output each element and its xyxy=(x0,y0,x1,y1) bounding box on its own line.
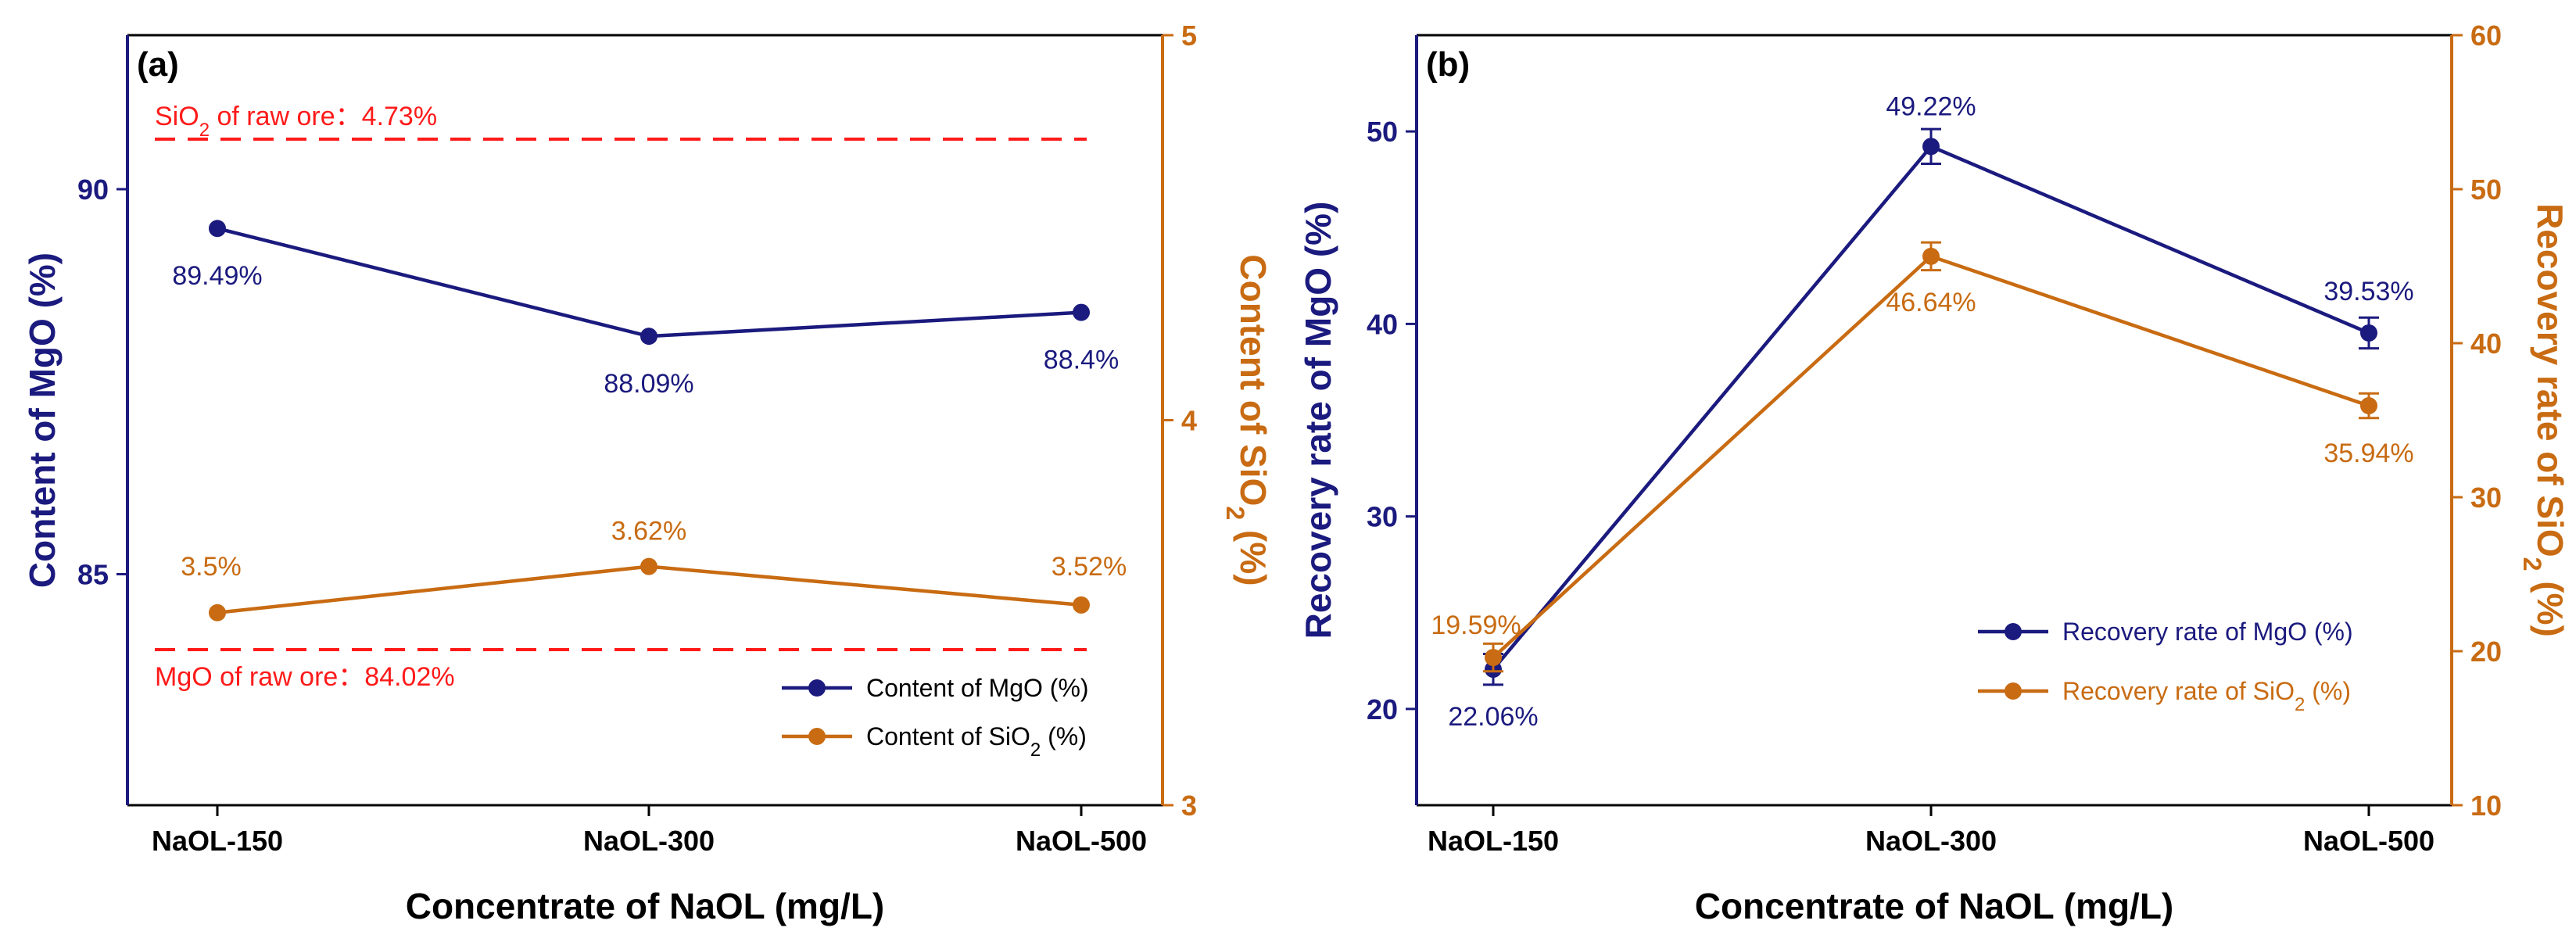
x-tick-label: NaOL-300 xyxy=(583,825,715,857)
reference-line-label: SiO2 of raw ore：4.73% xyxy=(155,102,437,141)
data-point xyxy=(1073,303,1090,321)
left-y-axis-title: Content of MgO (%) xyxy=(22,253,63,588)
data-label: 3.52% xyxy=(1052,552,1127,582)
panel-label: (a) xyxy=(137,45,179,84)
data-point xyxy=(1922,138,1940,156)
panel-label: (b) xyxy=(1426,45,1470,84)
left-y-tick-label: 85 xyxy=(77,559,109,591)
x-tick-label: NaOL-150 xyxy=(152,825,283,857)
data-label: 3.62% xyxy=(611,517,686,546)
right-y-tick-label: 3 xyxy=(1181,790,1197,822)
legend-marker xyxy=(2005,682,2022,700)
right-y-tick-label: 10 xyxy=(2470,790,2502,822)
legend-entry-sio2: Recovery rate of SiO2 (%) xyxy=(2062,677,2351,715)
data-label: 19.59% xyxy=(1431,611,1521,640)
data-label: 46.64% xyxy=(1886,288,1976,317)
right-y-tick-label: 5 xyxy=(1181,20,1197,52)
x-tick-label: NaOL-300 xyxy=(1865,825,1997,857)
right-y-tick-label: 40 xyxy=(2470,328,2502,360)
left-y-axis-title: Recovery rate of MgO (%) xyxy=(1298,202,1338,639)
data-point xyxy=(2360,396,2377,414)
data-label: 89.49% xyxy=(172,261,262,291)
x-axis-title: Concentrate of NaOL (mg/L) xyxy=(406,886,885,926)
left-y-tick-label: 50 xyxy=(1367,116,1398,148)
reference-line-label: MgO of raw ore：84.02% xyxy=(155,662,455,692)
data-point xyxy=(1073,596,1090,614)
right-y-tick-label: 20 xyxy=(2470,636,2502,668)
legend-marker xyxy=(2005,623,2022,640)
right-y-tick-label: 60 xyxy=(2470,20,2502,52)
data-label: 22.06% xyxy=(1448,702,1538,732)
data-point xyxy=(2360,324,2377,342)
legend-entry-sio2: Content of SiO2 (%) xyxy=(866,722,1087,761)
data-point xyxy=(1485,649,1502,667)
legend-marker xyxy=(808,679,826,697)
x-tick-label: NaOL-500 xyxy=(1016,825,1147,857)
x-axis-title: Concentrate of NaOL (mg/L) xyxy=(1695,886,2174,926)
series-line-mgo xyxy=(217,227,1082,338)
x-tick-label: NaOL-150 xyxy=(1428,825,1559,857)
data-label: 88.4% xyxy=(1044,346,1119,375)
data-label: 49.22% xyxy=(1886,91,1976,121)
series-line-mgo xyxy=(1492,144,2370,671)
data-label: 88.09% xyxy=(604,369,693,399)
panel-a: (a) NaOL-150 NaOL-300 NaOL-500 Concentrate o… xyxy=(22,20,1274,926)
left-y-tick-label: 20 xyxy=(1367,693,1398,725)
left-y-tick-label: 30 xyxy=(1367,501,1398,533)
right-y-axis-title: Content of SiO2 (%) xyxy=(1221,254,1274,586)
data-point xyxy=(209,604,226,621)
legend-entry-mgo: Content of MgO (%) xyxy=(866,674,1089,702)
right-y-tick-label: 30 xyxy=(2470,482,2502,514)
right-y-axis-title: Recovery rate of SiO2 (%) xyxy=(2518,203,2571,637)
right-y-tick-label: 50 xyxy=(2470,174,2502,206)
left-y-tick-label: 40 xyxy=(1367,308,1398,340)
data-point xyxy=(209,220,226,238)
left-y-tick-label: 90 xyxy=(77,174,109,206)
x-tick-label: NaOL-500 xyxy=(2303,825,2434,857)
data-point xyxy=(1922,247,1940,265)
legend-marker xyxy=(808,728,826,745)
panel-b: (b) NaOL-150 NaOL-300 NaOL-500 Concentrate o… xyxy=(1298,20,2571,926)
data-label: 39.53% xyxy=(2323,277,2413,306)
right-y-tick-label: 4 xyxy=(1181,405,1197,437)
data-point xyxy=(640,328,657,346)
data-point xyxy=(640,557,657,575)
legend-entry-mgo: Recovery rate of MgO (%) xyxy=(2062,618,2353,646)
data-label: 35.94% xyxy=(2323,439,2413,468)
data-label: 3.5% xyxy=(181,552,242,582)
